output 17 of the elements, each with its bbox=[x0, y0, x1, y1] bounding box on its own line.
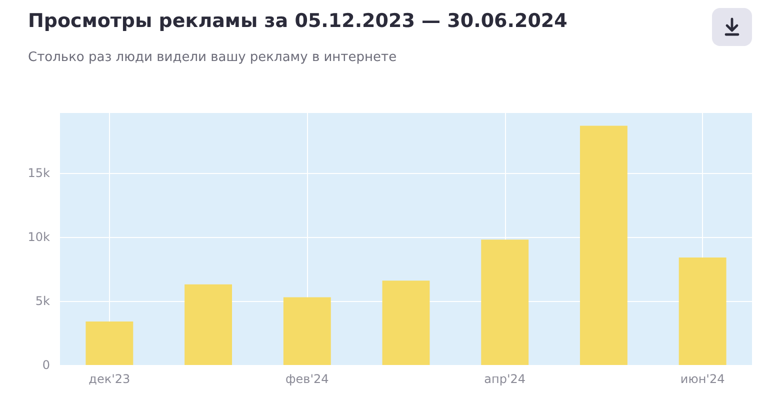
bar bbox=[86, 322, 134, 365]
bar bbox=[678, 258, 726, 365]
x-tick-label: фев'24 bbox=[285, 372, 329, 386]
x-tick-label: июн'24 bbox=[680, 372, 725, 386]
y-tick-label: 0 bbox=[42, 358, 50, 372]
bar bbox=[283, 297, 331, 365]
chart-title: Просмотры рекламы за 05.12.2023 — 30.06.2024 bbox=[28, 10, 568, 32]
bar bbox=[580, 126, 628, 365]
bar bbox=[481, 240, 529, 365]
chart-subtitle: Столько раз люди видели вашу рекламу в интернете bbox=[28, 50, 397, 65]
y-tick-label: 5k bbox=[35, 294, 50, 308]
x-tick-label: дек'23 bbox=[88, 372, 130, 386]
y-tick-label: 15k bbox=[28, 166, 50, 180]
x-tick-label: апр'24 bbox=[484, 372, 526, 386]
bar bbox=[184, 284, 232, 365]
bar bbox=[382, 280, 430, 365]
y-tick-label: 10k bbox=[28, 230, 50, 244]
